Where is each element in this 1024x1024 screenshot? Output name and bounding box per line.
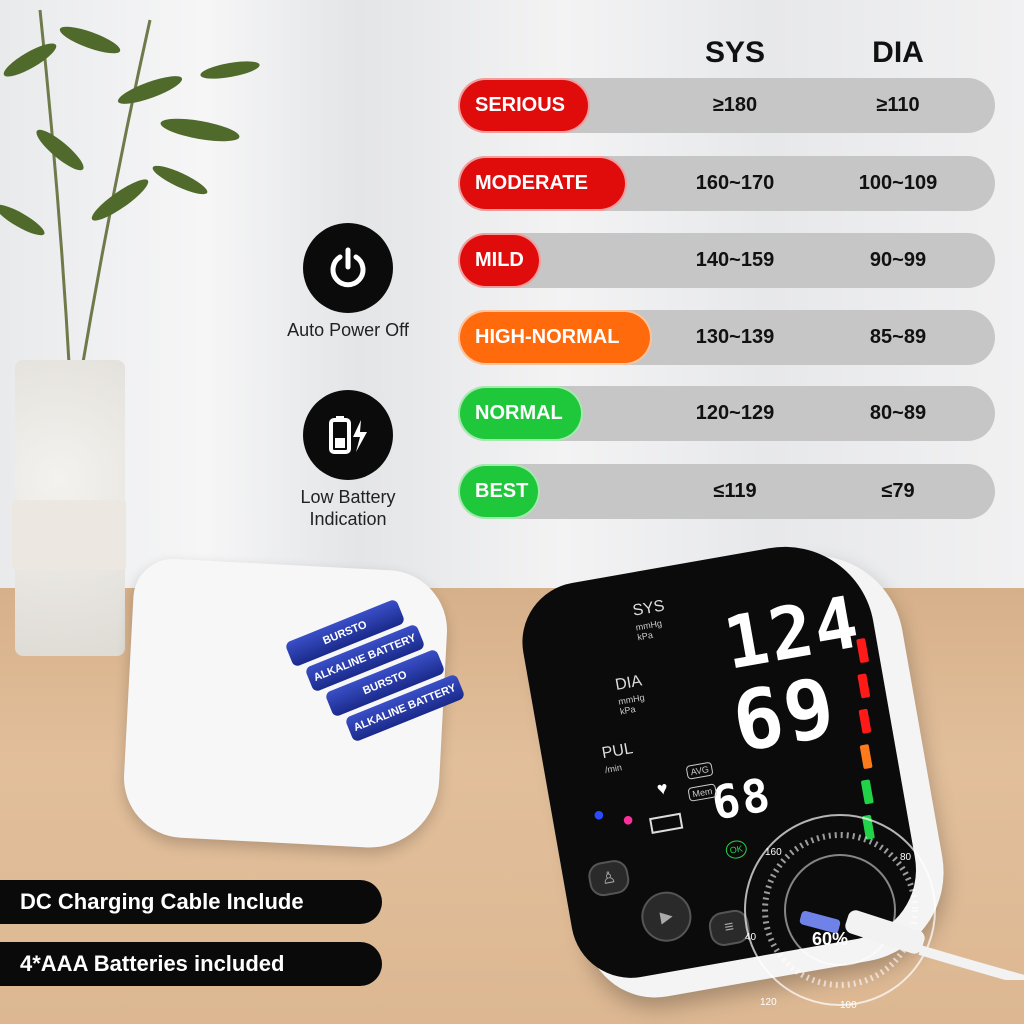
sys-value: 140~159: [695, 249, 775, 271]
charging-dial: 60% 40 160 80 120 100: [744, 814, 936, 1011]
pul-label: PUL: [600, 740, 635, 763]
dia-value: 69: [725, 659, 844, 772]
led-mild: [858, 708, 872, 734]
power-icon: [303, 223, 393, 313]
sys-value: 130~139: [695, 326, 775, 348]
dia-value: 85~89: [869, 326, 927, 348]
dia-value: 90~99: [869, 249, 927, 271]
dia-label: DIA: [614, 672, 644, 694]
category-badge: HIGH-NORMAL: [458, 310, 652, 365]
sys-value: 120~129: [695, 402, 775, 424]
sys-header: SYS: [704, 36, 766, 69]
dia-header: DIA: [872, 36, 924, 69]
dial-tick: 120: [760, 997, 777, 1008]
feature-auto-power-off: Auto Power Off: [278, 223, 418, 341]
user-button[interactable]: ♙: [586, 857, 632, 899]
callout-batteries: 4*AAA Batteries included: [0, 942, 382, 986]
category-badge: MILD: [458, 233, 541, 288]
callout-dc-cable: DC Charging Cable Include: [0, 880, 382, 924]
led-high-normal: [859, 743, 873, 770]
dia-value: ≥110: [876, 94, 920, 116]
feature-low-battery: Low Battery Indication: [278, 390, 418, 530]
range-row-moderate: MODERATE 160~170 100~109: [458, 156, 995, 211]
range-row-serious: SERIOUS ≥180 ≥110: [458, 78, 995, 133]
unit-kpa: kPa: [619, 703, 637, 717]
dial-tick: 80: [900, 852, 912, 863]
category-badge: BEST: [458, 464, 540, 519]
range-row-high-normal: HIGH-NORMAL 130~139 85~89: [458, 310, 995, 365]
sys-value: 160~170: [695, 172, 775, 194]
unit-kpa: kPa: [636, 629, 654, 643]
dial-tick: 40: [745, 932, 757, 943]
battery-charging-icon: [303, 390, 393, 480]
sys-value: ≥180: [712, 94, 758, 116]
dia-value: 80~89: [869, 402, 927, 424]
feature-label: Low Battery Indication: [300, 487, 396, 529]
range-row-mild: MILD 140~159 90~99: [458, 233, 995, 288]
user-1-icon: ●: [590, 803, 607, 827]
range-row-normal: NORMAL 120~129 80~89: [458, 386, 995, 441]
dia-value: ≤79: [881, 480, 915, 502]
feature-label: Auto Power Off: [287, 320, 409, 340]
vase-band: [12, 500, 126, 570]
led-moderate: [857, 673, 871, 699]
heart-icon: ♥: [655, 777, 670, 800]
dial-tick: 160: [765, 847, 782, 858]
charging-cable: [799, 910, 1024, 980]
battery-level-icon: [649, 812, 684, 834]
dial-percent: 60%: [812, 929, 848, 949]
range-row-best: BEST ≤119 ≤79: [458, 464, 995, 519]
user-2-icon: ●: [620, 807, 636, 832]
dial-tick: 100: [840, 1000, 857, 1011]
sys-value: ≤119: [713, 480, 757, 502]
plant-image: [0, 9, 260, 380]
category-badge: SERIOUS: [458, 78, 590, 133]
unit-min: /min: [604, 762, 623, 776]
category-badge: NORMAL: [458, 386, 583, 441]
category-badge: MODERATE: [458, 156, 627, 211]
start-button[interactable]: ▶: [637, 887, 696, 946]
dia-value: 100~109: [858, 172, 938, 194]
